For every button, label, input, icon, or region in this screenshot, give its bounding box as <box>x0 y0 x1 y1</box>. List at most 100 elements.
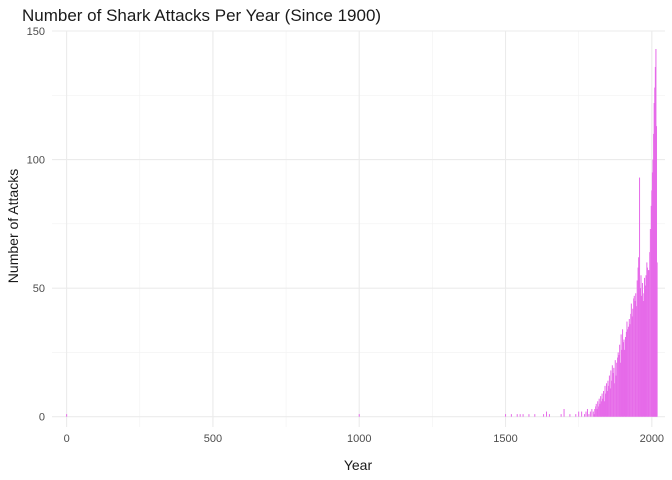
bar <box>656 262 658 417</box>
bar <box>560 414 562 417</box>
bar <box>620 362 622 417</box>
bar <box>629 324 631 417</box>
bar <box>630 303 632 417</box>
bar <box>604 385 606 417</box>
bar <box>619 344 621 417</box>
y-tick-label: 0 <box>39 412 45 424</box>
bar <box>611 365 613 417</box>
bar <box>66 414 68 417</box>
x-tick-label: 0 <box>64 433 70 445</box>
bar <box>607 380 609 417</box>
bar <box>586 409 588 417</box>
bar <box>594 409 596 417</box>
bar <box>645 275 647 417</box>
bar <box>505 414 507 417</box>
bar <box>624 337 626 417</box>
bar <box>620 334 622 417</box>
bar <box>641 283 643 417</box>
bar <box>650 205 652 417</box>
bar <box>563 409 565 417</box>
x-tick-label: 500 <box>204 433 222 445</box>
bar <box>600 396 602 417</box>
bar <box>636 306 638 417</box>
bar <box>611 380 613 417</box>
bar <box>601 401 603 417</box>
x-tick-label: 2000 <box>640 433 664 445</box>
bar <box>646 267 648 417</box>
bar <box>646 262 648 417</box>
bar <box>584 414 586 417</box>
bar <box>638 257 640 417</box>
bar <box>543 414 545 417</box>
bar <box>630 313 632 417</box>
bar <box>608 375 610 417</box>
bar <box>627 329 629 417</box>
bar <box>534 414 536 417</box>
bars <box>66 49 658 417</box>
bar <box>588 414 590 417</box>
bar <box>603 401 605 417</box>
bar <box>635 293 637 417</box>
grid <box>52 30 665 427</box>
bar <box>605 383 607 417</box>
bar <box>516 414 518 417</box>
bar <box>637 267 639 417</box>
bar <box>654 87 656 417</box>
bar <box>647 270 649 417</box>
bar <box>644 285 646 417</box>
y-tick-label: 50 <box>33 283 45 295</box>
bar <box>636 280 638 417</box>
bar <box>522 414 524 417</box>
bar <box>596 409 598 417</box>
chart-title: Number of Shark Attacks Per Year (Since … <box>22 6 381 25</box>
bar <box>581 411 583 417</box>
bar <box>595 406 597 417</box>
bar <box>510 414 512 417</box>
bar <box>603 391 605 417</box>
bar <box>597 401 599 417</box>
x-tick-label: 1000 <box>347 433 371 445</box>
bar <box>639 177 641 417</box>
bar <box>651 190 653 417</box>
bar <box>602 398 604 417</box>
bar <box>591 409 593 417</box>
bar <box>528 414 530 417</box>
bar <box>622 329 624 417</box>
bar <box>617 352 619 417</box>
y-tick-labels: 0 50 100 150 <box>27 26 45 424</box>
bar <box>633 295 635 417</box>
bar <box>643 293 645 417</box>
bar <box>652 159 654 417</box>
bar <box>642 301 644 417</box>
bar <box>651 172 653 417</box>
bar <box>624 349 626 417</box>
bar <box>644 277 646 417</box>
bar <box>605 393 607 417</box>
bar <box>599 403 601 417</box>
bar <box>621 349 623 417</box>
bar <box>648 270 650 417</box>
bar <box>641 295 643 417</box>
bar <box>654 67 656 417</box>
bar <box>626 321 628 417</box>
bar <box>614 360 616 417</box>
y-axis-title: Number of Attacks <box>5 169 21 283</box>
y-tick-label: 100 <box>27 155 45 167</box>
bar <box>601 393 603 417</box>
bar <box>616 362 618 417</box>
bar <box>548 414 550 417</box>
bar <box>358 414 360 417</box>
bar <box>569 414 571 417</box>
bar <box>585 411 587 417</box>
bar <box>613 367 615 417</box>
y-tick-label: 150 <box>27 26 45 38</box>
bar <box>653 133 655 417</box>
bar <box>612 373 614 417</box>
bar <box>622 342 624 417</box>
bar <box>617 357 619 417</box>
bar <box>609 388 611 417</box>
bar <box>649 229 651 417</box>
bar <box>656 126 658 417</box>
bar <box>653 103 655 417</box>
